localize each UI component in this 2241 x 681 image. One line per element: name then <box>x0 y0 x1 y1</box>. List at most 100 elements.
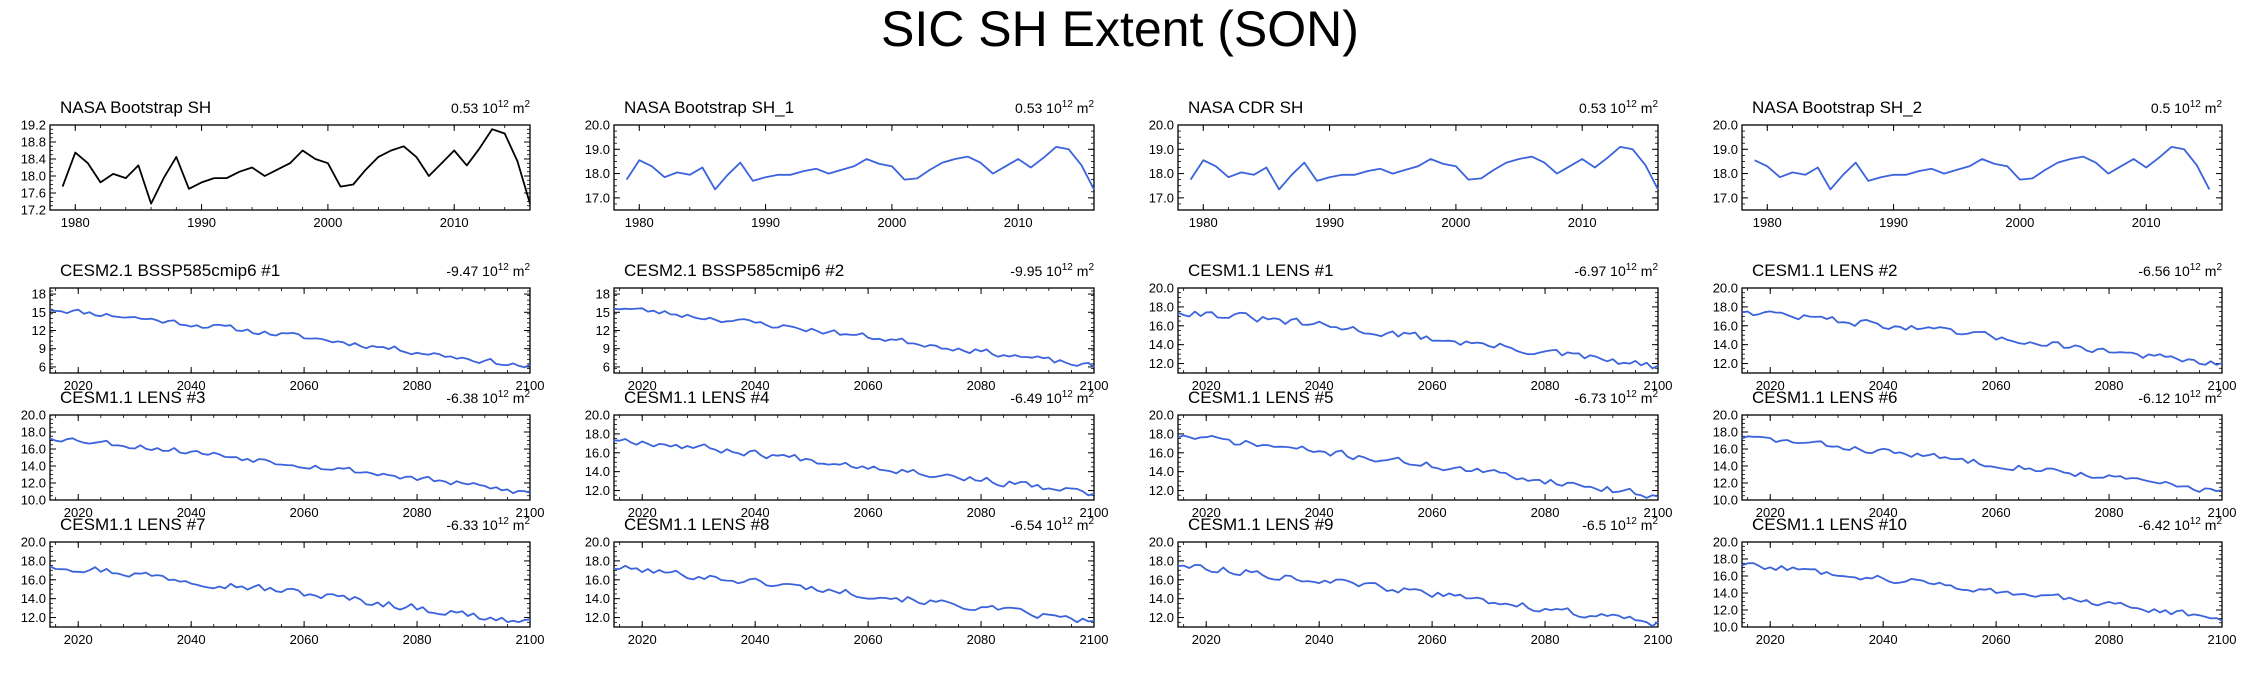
y-tick-label: 20.0 <box>1713 118 1738 133</box>
x-tick-label: 2020 <box>628 632 657 647</box>
y-tick-label: 20.0 <box>1713 535 1738 550</box>
y-tick-label: 12 <box>32 323 46 338</box>
y-tick-label: 18 <box>32 287 46 302</box>
series-line <box>61 128 531 205</box>
y-tick-label: 19.2 <box>21 118 46 133</box>
plot-frame <box>1741 124 2223 211</box>
panel-title: CESM1.1 LENS #3 <box>60 388 206 407</box>
y-tick-label: 12.0 <box>1713 356 1738 371</box>
x-tick-label: 1990 <box>751 215 780 230</box>
panel-title: CESM2.1 BSSP585cmip6 #1 <box>60 261 280 280</box>
series-line <box>49 565 531 623</box>
x-tick-label: 2040 <box>1305 632 1334 647</box>
plot-frame <box>613 414 1095 501</box>
y-tick-label: 17.6 <box>21 186 46 201</box>
y-tick-label: 14.0 <box>585 591 610 606</box>
plot-frame <box>613 541 1095 628</box>
chart-panel: NASA CDR SH 0.53 1012 m2 17.0 18.0 19.0 20.0 1… <box>1149 98 1659 230</box>
series-line <box>49 437 531 495</box>
x-tick-label: 2100 <box>516 378 545 393</box>
series-line <box>1177 310 1659 370</box>
x-tick-label: 1980 <box>1753 215 1782 230</box>
panel-title: CESM1.1 LENS #5 <box>1188 388 1334 407</box>
y-tick-label: 16.0 <box>1713 569 1738 584</box>
trend-label: -6.42 1012 m2 <box>2138 516 2222 533</box>
y-tick-label: 20.0 <box>1713 408 1738 423</box>
y-tick-label: 18.0 <box>585 426 610 441</box>
x-tick-label: 1990 <box>187 215 216 230</box>
x-tick-label: 2010 <box>1004 215 1033 230</box>
x-tick-label: 2060 <box>854 378 883 393</box>
trend-label: -6.49 1012 m2 <box>1010 389 1094 406</box>
y-tick-label: 20.0 <box>1149 281 1174 296</box>
y-tick-label: 9 <box>603 341 610 356</box>
x-tick-label: 2000 <box>1441 215 1470 230</box>
trend-label: 0.53 1012 m2 <box>1579 99 1658 116</box>
y-tick-label: 12.0 <box>585 483 610 498</box>
panel-title: CESM1.1 LENS #4 <box>624 388 770 407</box>
y-tick-label: 18.0 <box>21 169 46 184</box>
x-tick-label: 2020 <box>628 378 657 393</box>
y-tick-label: 14.0 <box>585 464 610 479</box>
series-line <box>1741 310 2223 366</box>
series-line <box>1741 562 2223 622</box>
trend-label: 0.53 1012 m2 <box>1015 99 1094 116</box>
trend-label: -9.95 1012 m2 <box>1010 262 1094 279</box>
y-tick-label: 12.0 <box>1713 476 1738 491</box>
x-tick-label: 2080 <box>967 632 996 647</box>
x-tick-label: 2040 <box>741 632 770 647</box>
x-tick-label: 2060 <box>1418 632 1447 647</box>
y-tick-label: 12.0 <box>1149 610 1174 625</box>
y-tick-label: 19.0 <box>1713 142 1738 157</box>
series-line <box>1177 564 1659 627</box>
y-tick-label: 15 <box>596 305 610 320</box>
x-tick-label: 2040 <box>1869 505 1898 520</box>
y-tick-label: 20.0 <box>21 535 46 550</box>
x-tick-label: 2080 <box>403 378 432 393</box>
panel-title: CESM1.1 LENS #6 <box>1752 388 1898 407</box>
x-tick-label: 2100 <box>2208 632 2237 647</box>
x-tick-label: 2100 <box>2208 378 2237 393</box>
chart-panel: CESM1.1 LENS #9 -6.5 1012 m2 12.0 14.0 16.0 1… <box>1149 515 1673 647</box>
trend-label: -6.73 1012 m2 <box>1574 389 1658 406</box>
chart-panel: NASA Bootstrap SH 0.53 1012 m2 17.2 17.6 18.… <box>21 98 531 230</box>
y-tick-label: 17.0 <box>585 190 610 205</box>
series-line <box>613 307 1095 368</box>
plot-frame <box>1741 414 2223 501</box>
x-tick-label: 2020 <box>1756 378 1785 393</box>
y-tick-label: 18.0 <box>21 425 46 440</box>
plot-frame <box>613 124 1095 211</box>
chart-panel: CESM2.1 BSSP585cmip6 #1 -9.47 1012 m2 6 9 12… <box>32 261 545 393</box>
x-tick-label: 1980 <box>625 215 654 230</box>
y-tick-label: 14.0 <box>21 459 46 474</box>
y-tick-label: 18.0 <box>585 553 610 568</box>
x-tick-label: 2040 <box>177 632 206 647</box>
x-tick-label: 2010 <box>2132 215 2161 230</box>
plot-frame <box>49 287 531 374</box>
x-tick-label: 2100 <box>1644 378 1673 393</box>
x-tick-label: 2080 <box>2095 632 2124 647</box>
chart-panel: CESM1.1 LENS #3 -6.38 1012 m2 10.0 12.0 14.0… <box>21 388 545 520</box>
x-tick-label: 2080 <box>1531 632 1560 647</box>
x-tick-label: 2040 <box>1869 378 1898 393</box>
x-tick-label: 2040 <box>741 378 770 393</box>
x-tick-label: 2060 <box>1418 378 1447 393</box>
panel-grid: NASA Bootstrap SH 0.53 1012 m2 17.2 17.6 18.… <box>21 98 2237 647</box>
panel-title: CESM1.1 LENS #10 <box>1752 515 1907 534</box>
y-tick-label: 20.0 <box>585 408 610 423</box>
trend-label: -6.54 1012 m2 <box>1010 516 1094 533</box>
panel-title: NASA Bootstrap SH_2 <box>1752 98 1922 117</box>
y-tick-label: 18.8 <box>21 135 46 150</box>
y-tick-label: 10.0 <box>1713 493 1738 508</box>
chart-panel: CESM1.1 LENS #1 -6.97 1012 m2 12.0 14.0 16.0… <box>1149 261 1673 393</box>
series-line <box>625 145 1095 191</box>
y-tick-label: 6 <box>39 359 46 374</box>
x-tick-label: 1980 <box>1189 215 1218 230</box>
trend-label: -6.56 1012 m2 <box>2138 262 2222 279</box>
x-tick-label: 2000 <box>877 215 906 230</box>
x-tick-label: 1990 <box>1315 215 1344 230</box>
y-tick-label: 16.0 <box>585 445 610 460</box>
chart-panel: CESM2.1 BSSP585cmip6 #2 -9.95 1012 m2 6 9 12… <box>596 261 1109 393</box>
x-tick-label: 2080 <box>403 505 432 520</box>
